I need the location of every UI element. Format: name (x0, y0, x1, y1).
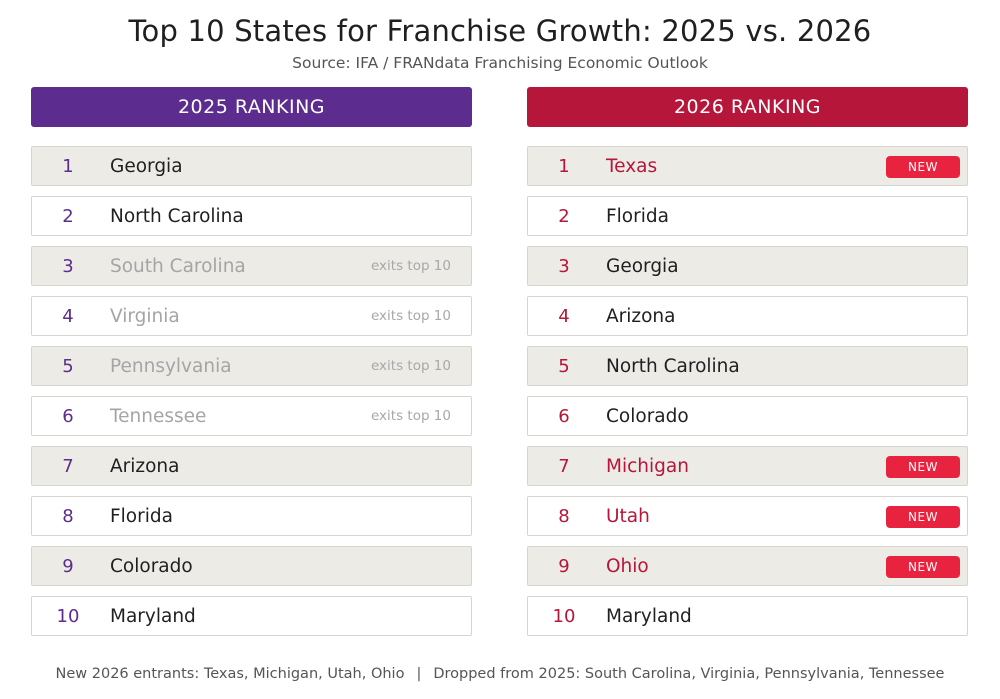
list-item: 6 Colorado (527, 396, 968, 436)
state-name: Virginia (110, 305, 180, 327)
new-badge: NEW (886, 156, 960, 178)
exits-note: exits top 10 (370, 258, 451, 274)
exits-note: exits top 10 (370, 408, 451, 424)
rank-number: 7 (558, 455, 570, 477)
state-name: Ohio (606, 555, 649, 577)
ranking-2025-column: 2025 RANKING 1 Georgia 2 North Carolina 3 Sou… (31, 87, 472, 646)
list-item: 7 Arizona (31, 446, 472, 486)
list-item: 5 Pennsylvania exits top 10 (31, 346, 472, 386)
list-item: 1 Georgia (31, 146, 472, 186)
rank-number: 2 (62, 205, 74, 227)
list-item: 6 Tennessee exits top 10 (31, 396, 472, 436)
rank-number: 5 (62, 355, 74, 377)
rank-number: 9 (558, 555, 570, 577)
state-name: South Carolina (110, 255, 246, 277)
footer-dropped: Dropped from 2025: South Carolina, Virgi… (433, 666, 945, 682)
list-item: 8 Florida (31, 496, 472, 536)
list-item: 10 Maryland (527, 596, 968, 636)
ranking-2026-header: 2026 RANKING (527, 87, 968, 127)
state-name: Florida (606, 205, 669, 227)
state-name: Georgia (110, 155, 183, 177)
rank-number: 1 (62, 155, 74, 177)
footer-separator: | (416, 666, 422, 682)
rank-number: 7 (62, 455, 74, 477)
new-badge: NEW (886, 506, 960, 528)
rank-number: 2 (558, 205, 570, 227)
state-name: North Carolina (606, 355, 740, 377)
list-item: 3 South Carolina exits top 10 (31, 246, 472, 286)
state-name: Texas (606, 155, 658, 177)
rank-number: 6 (558, 405, 570, 427)
page-title: Top 10 States for Franchise Growth: 2025… (128, 14, 872, 48)
ranking-2025-list: 1 Georgia 2 North Carolina 3 South Carolina ex… (31, 146, 472, 636)
state-name: Georgia (606, 255, 679, 277)
page-subtitle: Source: IFA / FRANdata Franchising Econo… (292, 54, 708, 72)
ranking-2026-column: 2026 RANKING 1 Texas NEW 2 Florida 3 Georgia 4 A… (527, 87, 968, 646)
footer-note: New 2026 entrants: Texas, Michigan, Utah… (0, 666, 1000, 682)
state-name: Colorado (110, 555, 193, 577)
state-name: Colorado (606, 405, 689, 427)
list-item: 10 Maryland (31, 596, 472, 636)
rank-number: 4 (62, 305, 74, 327)
list-item: 9 Colorado (31, 546, 472, 586)
state-name: Tennessee (110, 405, 207, 427)
rank-number: 9 (62, 555, 74, 577)
exits-note: exits top 10 (370, 308, 451, 324)
ranking-2025-header: 2025 RANKING (31, 87, 472, 127)
list-item: 1 Texas NEW (527, 146, 968, 186)
rank-number: 8 (558, 505, 570, 527)
rank-number: 3 (558, 255, 570, 277)
list-item: 2 Florida (527, 196, 968, 236)
list-item: 4 Virginia exits top 10 (31, 296, 472, 336)
list-item: 7 Michigan NEW (527, 446, 968, 486)
state-name: Michigan (606, 455, 689, 477)
list-item: 4 Arizona (527, 296, 968, 336)
rank-number: 10 (56, 605, 80, 627)
footer-entrants: New 2026 entrants: Texas, Michigan, Utah… (55, 666, 405, 682)
list-item: 5 North Carolina (527, 346, 968, 386)
list-item: 3 Georgia (527, 246, 968, 286)
rank-number: 10 (552, 605, 576, 627)
state-name: Maryland (606, 605, 692, 627)
exits-note: exits top 10 (370, 358, 451, 374)
rank-number: 5 (558, 355, 570, 377)
list-item: 2 North Carolina (31, 196, 472, 236)
state-name: Utah (606, 505, 650, 527)
state-name: Pennsylvania (110, 355, 232, 377)
state-name: Arizona (110, 455, 180, 477)
state-name: Florida (110, 505, 173, 527)
new-badge: NEW (886, 556, 960, 578)
list-item: 9 Ohio NEW (527, 546, 968, 586)
list-item: 8 Utah NEW (527, 496, 968, 536)
rank-number: 1 (558, 155, 570, 177)
rank-number: 8 (62, 505, 74, 527)
ranking-2026-list: 1 Texas NEW 2 Florida 3 Georgia 4 Arizona 5 North … (527, 146, 968, 636)
rank-number: 3 (62, 255, 74, 277)
state-name: Maryland (110, 605, 196, 627)
new-badge: NEW (886, 456, 960, 478)
state-name: North Carolina (110, 205, 244, 227)
rank-number: 6 (62, 405, 74, 427)
rank-number: 4 (558, 305, 570, 327)
state-name: Arizona (606, 305, 676, 327)
